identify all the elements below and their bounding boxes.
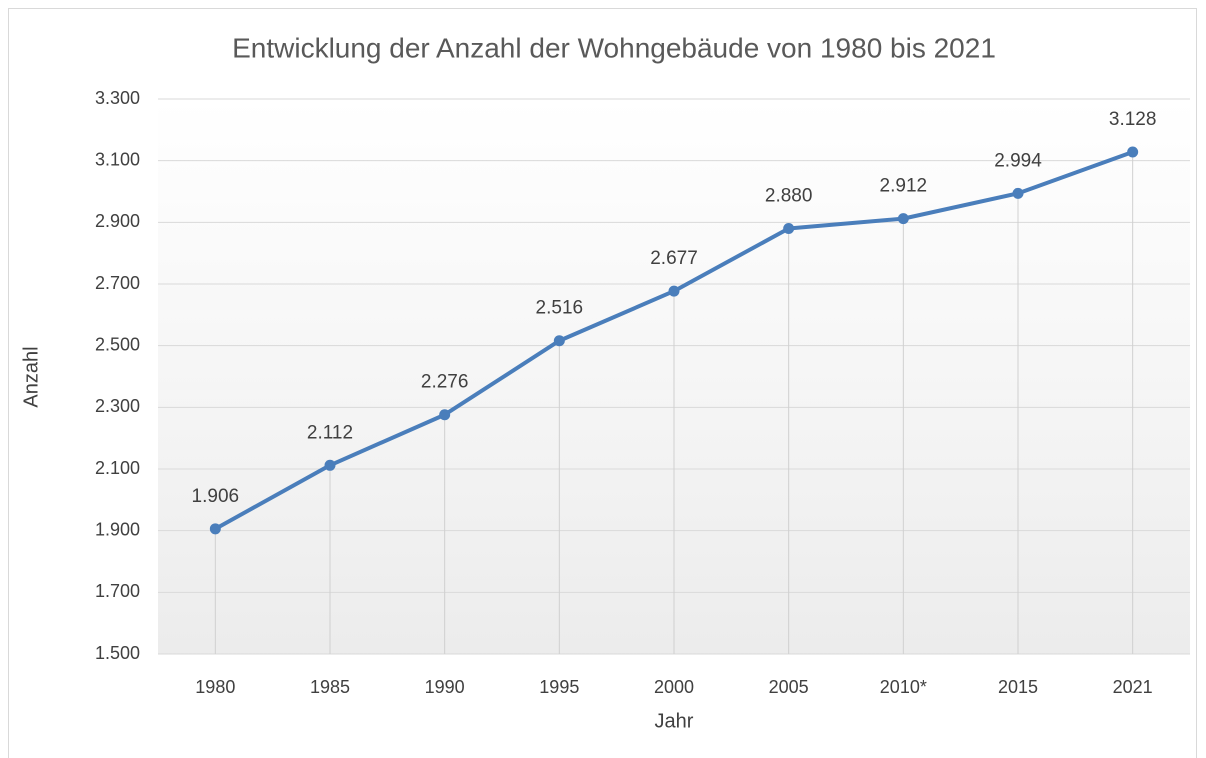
x-tick-label: 2021	[1113, 677, 1153, 697]
y-axis-label: Anzahl	[20, 346, 42, 407]
data-point	[1012, 187, 1024, 199]
data-label: 2.912	[880, 176, 928, 197]
y-tick-label: 2.900	[95, 211, 140, 231]
data-label: 2.880	[765, 186, 813, 207]
data-point	[209, 523, 221, 535]
y-tick-label: 2.500	[95, 334, 140, 354]
x-tick-label: 1985	[310, 677, 350, 697]
data-label: 3.128	[1109, 109, 1157, 130]
data-label: 2.276	[421, 372, 469, 393]
data-point	[439, 409, 451, 421]
data-point	[553, 335, 565, 347]
x-tick-label: 2015	[998, 677, 1038, 697]
y-tick-label: 1.900	[95, 519, 140, 539]
y-tick-label: 2.700	[95, 273, 140, 293]
chart-title: Entwicklung der Anzahl der Wohngebäude v…	[232, 32, 996, 63]
x-tick-label: 2005	[769, 677, 809, 697]
y-tick-label: 2.100	[95, 458, 140, 478]
data-point	[897, 213, 909, 225]
y-tick-label: 1.700	[95, 581, 140, 601]
y-tick-label: 3.300	[95, 88, 140, 108]
x-tick-label: 2010*	[880, 677, 927, 697]
data-point	[1127, 146, 1139, 158]
data-label: 2.994	[994, 150, 1042, 171]
x-tick-label: 1990	[425, 677, 465, 697]
data-label: 2.516	[536, 298, 584, 319]
y-tick-label: 3.100	[95, 149, 140, 169]
data-point	[783, 223, 795, 234]
x-tick-label: 1980	[195, 677, 235, 697]
x-tick-label: 1995	[539, 677, 579, 697]
data-point	[324, 459, 336, 471]
y-tick-label: 2.300	[95, 396, 140, 416]
x-axis-label: Jahr	[655, 710, 694, 732]
x-tick-label: 2000	[654, 677, 694, 697]
y-tick-label: 1.500	[95, 643, 140, 663]
data-label: 2.677	[650, 248, 698, 269]
data-label: 2.112	[307, 422, 353, 443]
data-point	[668, 285, 680, 297]
data-label: 1.906	[192, 486, 240, 507]
